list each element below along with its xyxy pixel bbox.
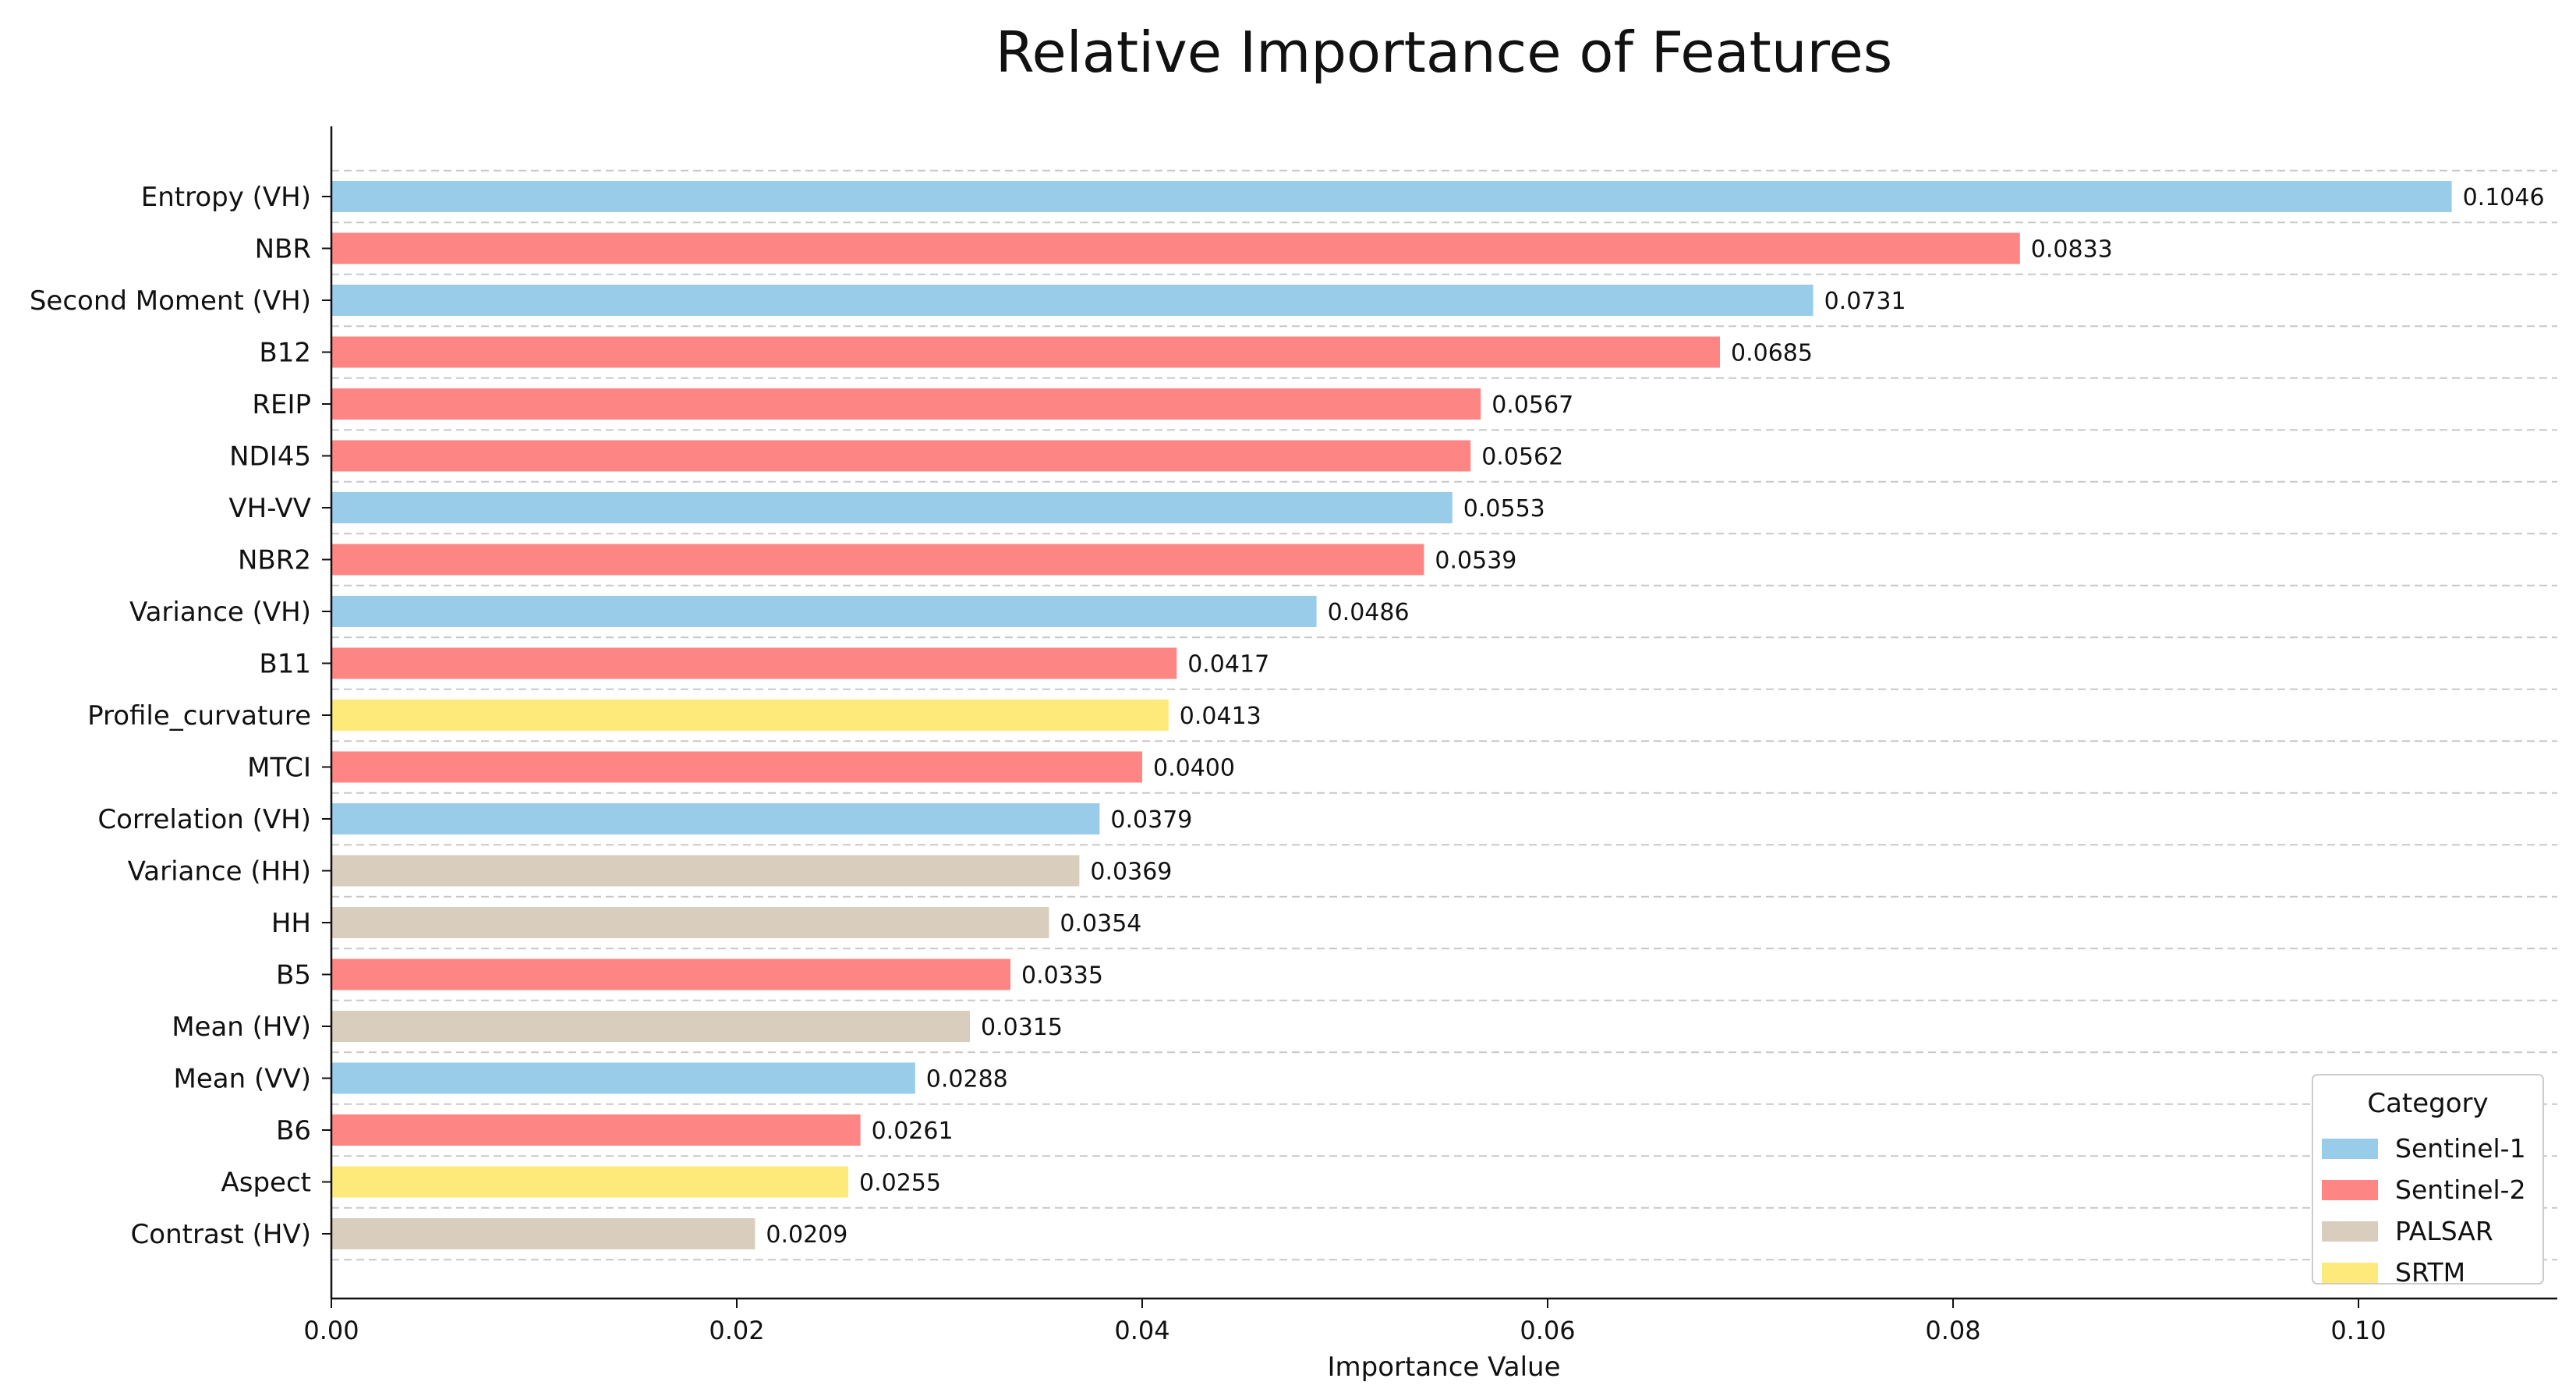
value-label: 0.0685: [1731, 340, 1813, 367]
bar-mean-vv-: [331, 1062, 915, 1094]
value-label: 0.0553: [1463, 495, 1545, 523]
bars: [331, 181, 2452, 1249]
bar-aspect: [331, 1166, 848, 1198]
y-tick-label: Contrast (HV): [131, 1219, 311, 1250]
bar-variance-hh-: [331, 855, 1080, 887]
value-label: 0.0255: [859, 1170, 941, 1197]
bar-variance-vh-: [331, 596, 1317, 627]
value-label: 0.0417: [1187, 651, 1269, 679]
legend-label-srtm: SRTM: [2395, 1257, 2465, 1288]
legend: Category Sentinel-1 Sentinel-2 PALSAR SRTM: [2312, 1074, 2544, 1288]
value-label: 0.0562: [1481, 444, 1563, 471]
y-tick-label: NBR: [255, 234, 311, 265]
value-label: 0.0354: [1060, 910, 1141, 937]
y-tick-label: Mean (VV): [174, 1064, 312, 1095]
bar-vh-vv: [331, 492, 1453, 523]
value-label: 0.0486: [1328, 599, 1410, 626]
value-label: 0.0413: [1180, 703, 1261, 730]
x-tick-label: 0.10: [2330, 1316, 2386, 1345]
x-tick-label: 0.08: [1925, 1316, 1980, 1345]
x-tick-label: 0.04: [1114, 1316, 1169, 1345]
value-label: 0.0315: [981, 1014, 1063, 1041]
value-label: 0.0833: [2031, 236, 2113, 264]
y-tick-label: Correlation (VH): [97, 804, 311, 835]
grid-lines: [331, 169, 2557, 1261]
y-tick-label: Mean (HV): [172, 1012, 311, 1043]
y-tick-label: HH: [271, 908, 311, 939]
y-tick-label: B12: [259, 338, 311, 369]
y-tick-label: B6: [276, 1115, 311, 1146]
value-label: 0.0209: [766, 1221, 847, 1249]
y-tick-label: Second Moment (VH): [30, 285, 311, 317]
bar-correlation-vh-: [331, 803, 1100, 834]
x-tick-label: 0.00: [303, 1316, 359, 1345]
value-label: 0.0539: [1435, 547, 1516, 575]
y-tick-label: B5: [276, 960, 311, 991]
legend-title: Category: [2367, 1088, 2488, 1119]
y-tick-label: NDI45: [229, 441, 311, 473]
value-label: 0.0567: [1491, 392, 1573, 419]
bar-b11: [331, 647, 1177, 679]
bar-ndi45: [331, 440, 1471, 472]
value-label: 0.0379: [1110, 806, 1192, 834]
y-tick-label: REIP: [252, 389, 311, 420]
legend-swatch-sentinel-1: [2322, 1139, 2378, 1159]
value-label: 0.0335: [1021, 962, 1103, 990]
bar-b12: [331, 336, 1720, 368]
y-tick-label: Variance (VH): [129, 597, 311, 628]
bar-b6: [331, 1114, 861, 1146]
legend-swatch-srtm: [2322, 1263, 2378, 1283]
y-tick-label: MTCI: [247, 753, 311, 784]
bar-nbr: [331, 232, 2020, 264]
legend-swatch-palsar: [2322, 1221, 2378, 1242]
chart-title: Relative Importance of Features: [996, 19, 1893, 85]
y-tick-label: Profile_curvature: [87, 700, 311, 732]
bar-mean-hv-: [331, 1011, 970, 1042]
bar-nbr2: [331, 544, 1424, 576]
value-label: 0.0731: [1824, 288, 1906, 315]
axes: 0.00 0.02 0.04 0.06 0.08 0.10: [303, 126, 2557, 1345]
legend-label-palsar: PALSAR: [2395, 1216, 2493, 1246]
bar-reip: [331, 388, 1481, 420]
value-label: 0.0261: [872, 1118, 954, 1145]
bar-b5: [331, 958, 1010, 990]
x-axis-label: Importance Value: [1327, 1352, 1560, 1383]
y-tick-label: Variance (HH): [128, 856, 311, 888]
bar-mtci: [331, 751, 1142, 783]
legend-label-sentinel-1: Sentinel-1: [2395, 1133, 2526, 1164]
x-tick-label: 0.02: [709, 1316, 764, 1345]
bar-profile-curvature: [331, 700, 1169, 731]
bar-entropy-vh-: [331, 181, 2452, 212]
x-tick-label: 0.06: [1520, 1316, 1575, 1345]
value-label: 0.0288: [926, 1066, 1008, 1093]
y-tick-label: Aspect: [221, 1167, 312, 1199]
y-tick-label: Entropy (VH): [141, 182, 311, 213]
legend-label-sentinel-2: Sentinel-2: [2395, 1175, 2526, 1205]
value-labels: Entropy (VH) 0.1046 NBR 0.0833 Second Moment…: [30, 182, 2545, 1250]
value-label: 0.0369: [1090, 859, 1172, 886]
bar-second-moment-vh-: [331, 285, 1813, 316]
bar-contrast-hv-: [331, 1218, 755, 1249]
legend-swatch-sentinel-2: [2322, 1180, 2378, 1200]
value-label: 0.0400: [1153, 755, 1235, 782]
bar-hh: [331, 907, 1049, 938]
y-tick-label: VH-VV: [228, 493, 311, 524]
y-tick-label: B11: [259, 649, 311, 680]
y-tick-label: NBR2: [238, 545, 311, 576]
value-label: 0.1046: [2463, 184, 2545, 211]
